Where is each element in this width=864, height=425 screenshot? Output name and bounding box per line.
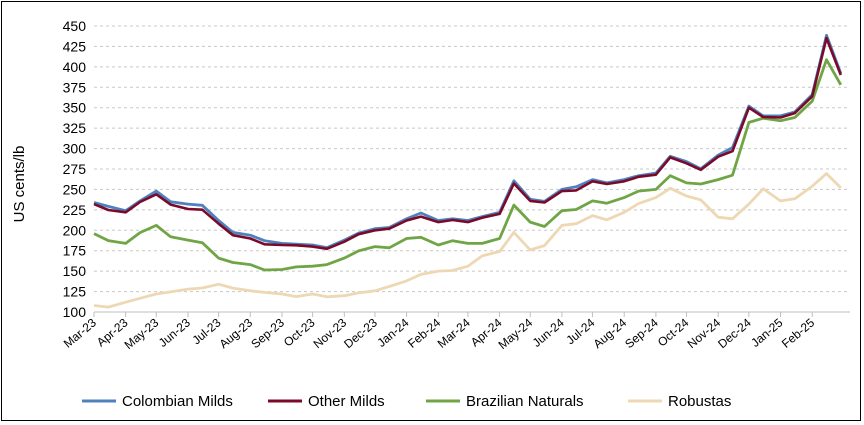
- y-tick-label: 425: [63, 38, 87, 54]
- y-tick-label: 325: [63, 120, 87, 136]
- series-lines: [93, 33, 843, 309]
- line-chart: 100 125 150 175 200 225 250 275 300 325 350 375 400 4…: [11, 18, 850, 410]
- series-line-robustas: [93, 172, 842, 309]
- x-tick-label: Sep-23: [248, 315, 287, 351]
- y-tick-label: 450: [63, 18, 87, 34]
- x-tick-label: Oct-23: [281, 315, 318, 349]
- x-tick-label: Dec-24: [715, 315, 754, 351]
- legend-label: Brazilian Naturals: [466, 393, 584, 410]
- y-tick-label: 175: [63, 243, 87, 259]
- x-tick-label: May-23: [122, 315, 162, 352]
- legend-label: Colombian Milds: [122, 393, 233, 410]
- y-tick-label: 125: [63, 284, 87, 300]
- x-tick-label: Jun-24: [530, 315, 567, 350]
- series-line-other-milds: [93, 36, 843, 251]
- x-tick-label: Jun-23: [156, 315, 193, 350]
- y-tick-label: 400: [63, 59, 87, 75]
- x-tick-label: Dec-23: [341, 315, 380, 351]
- y-tick-label: 100: [63, 304, 87, 320]
- x-tick-label: Mar-24: [435, 315, 473, 350]
- legend: Colombian Milds Other Milds Brazilian Natu…: [82, 393, 731, 410]
- series-line-brazilian-naturals: [93, 58, 843, 272]
- y-axis-label: US cents/lb: [11, 146, 28, 223]
- y-tick-label: 275: [63, 161, 87, 177]
- x-tick-label: Sep-24: [622, 315, 661, 351]
- x-axis: Mar-23Apr-23May-23Jun-23Jul-23Aug-23Sep-…: [61, 311, 850, 352]
- x-tick-label: Nov-24: [685, 315, 724, 351]
- legend-label: Robustas: [668, 393, 731, 410]
- legend-label: Other Milds: [308, 393, 385, 410]
- x-tick-label: May-24: [496, 315, 536, 352]
- y-tick-label: 150: [63, 263, 87, 279]
- series-line-colombian-milds: [93, 33, 843, 250]
- y-tick-label: 350: [63, 100, 87, 116]
- gridlines: [94, 25, 850, 293]
- x-tick-label: Oct-24: [655, 315, 692, 349]
- x-tick-label: Aug-24: [591, 315, 630, 351]
- x-tick-label: Aug-23: [217, 315, 256, 351]
- y-tick-label: 250: [63, 181, 87, 197]
- y-tick-label: 225: [63, 202, 87, 218]
- y-axis-ticks: 100 125 150 175 200 225 250 275 300 325 350 375 400 4…: [63, 18, 87, 320]
- y-tick-label: 200: [63, 222, 87, 238]
- x-tick-label: Jan-25: [748, 315, 785, 350]
- x-tick-label: Nov-23: [311, 315, 350, 351]
- y-tick-label: 300: [63, 141, 87, 157]
- x-tick-label: Mar-23: [61, 315, 99, 350]
- x-tick-label: Feb-25: [779, 315, 817, 350]
- y-tick-label: 375: [63, 79, 87, 95]
- x-tick-label: Feb-24: [405, 315, 443, 350]
- x-tick-label: Jan-24: [374, 315, 411, 350]
